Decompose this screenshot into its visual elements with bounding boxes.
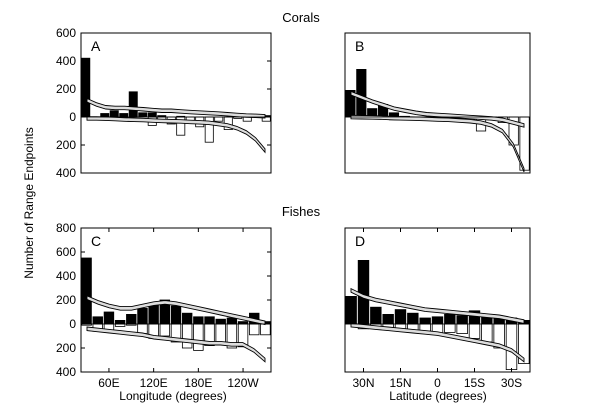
upper-bar [194,317,204,324]
lower-bar [457,324,468,334]
lower-bar [138,324,148,334]
y-tick-label: 200 [56,138,76,152]
panel-label: A [91,38,101,54]
y-tick-label: 0 [69,317,76,331]
upper-bar [120,114,128,118]
upper-bar [395,310,406,324]
x-axis-label-longitude: Longitude (degrees) [119,389,226,403]
y-tick-label: 200 [56,82,76,96]
y-axis-label: Number of Range Endpoints [22,127,36,278]
lower-bar [194,324,204,350]
lower-bar [215,117,223,121]
x-tick-label: 120W [227,376,259,390]
y-tick-label: 600 [56,26,76,40]
plot-frame [81,228,271,372]
upper-bar [82,58,90,117]
x-tick-label: 0 [434,376,441,390]
plot-frame [81,33,271,173]
panel-b: B [345,33,530,173]
x-tick-label: 15N [389,376,411,390]
panel-label: C [91,233,101,249]
x-axis-label-latitude: Latitude (degrees) [389,389,486,403]
upper-bar [104,312,114,324]
y-tick-label: 200 [56,293,76,307]
upper-bar [216,319,226,324]
upper-bar [445,314,456,324]
upper-bar [371,307,382,324]
lower-bar [261,324,271,335]
x-tick-label: 120E [140,376,168,390]
upper-bar [138,308,148,324]
upper-bar [126,314,136,324]
upper-bar [227,318,237,324]
x-tick-label: 30N [352,376,374,390]
x-tick-label: 15S [464,376,485,390]
lower-bar [469,324,480,338]
y-tick-label: 400 [56,269,76,283]
panel-label: D [355,233,365,249]
panel-label: B [355,38,364,54]
upper-bar [115,320,125,324]
upper-bar [346,296,357,324]
upper-bar [93,317,103,324]
lower-bar [445,324,456,332]
upper-bar [432,317,443,324]
upper-bar [139,113,147,117]
upper-bar [383,314,394,324]
y-tick-label: 800 [56,221,76,235]
y-tick-label: 200 [56,341,76,355]
upper-bar [148,113,156,117]
upper-bar [149,304,159,324]
upper-bar [205,317,215,324]
upper-bar [171,306,181,324]
y-tick-label: 400 [56,54,76,68]
lower-bar [249,324,259,335]
upper-bar [357,69,366,117]
upper-bar [129,92,137,117]
panel-c: 400 200 0 200 400 600 800 60E 120E 180E 120W C [56,221,271,390]
lower-null-band [87,117,265,153]
lower-bar [482,324,493,342]
panel-d: 30N 15N 0 15S 30S D [345,228,530,390]
lower-bar [160,324,170,336]
x-tick-label: 30S [501,376,522,390]
upper-bar [408,313,419,324]
lower-null-band [351,115,524,172]
y-tick-label: 400 [56,166,76,180]
upper-bar [82,258,92,324]
panel-a: 400 200 0 200 400 600 A [56,26,271,180]
upper-bar [182,313,192,324]
upper-bar [358,260,369,324]
lower-bar [182,324,192,348]
y-tick-label: 0 [69,110,76,124]
x-tick-label: 60E [98,376,119,390]
corals-title: Corals [282,10,320,25]
fishes-title: Fishes [282,204,321,219]
y-tick-label: 600 [56,245,76,259]
x-tick-label: 180E [184,376,212,390]
upper-bar [420,318,431,324]
upper-bar [457,316,468,324]
upper-bar [110,111,118,117]
y-tick-label: 400 [56,365,76,379]
